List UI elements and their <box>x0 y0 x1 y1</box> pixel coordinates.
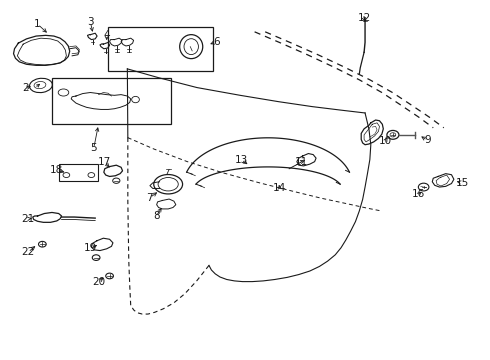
Text: 14: 14 <box>273 184 286 193</box>
Text: 21: 21 <box>22 214 35 224</box>
Text: 1: 1 <box>34 19 41 29</box>
Text: 19: 19 <box>84 243 97 253</box>
Text: 4: 4 <box>103 30 110 40</box>
Text: 8: 8 <box>153 211 159 221</box>
Text: 12: 12 <box>358 13 371 23</box>
Text: 9: 9 <box>424 135 431 145</box>
Text: 5: 5 <box>91 143 97 153</box>
Bar <box>108 27 213 71</box>
Text: 15: 15 <box>455 178 468 188</box>
Text: 16: 16 <box>412 189 425 199</box>
Text: 17: 17 <box>98 157 111 167</box>
Text: 22: 22 <box>22 247 35 257</box>
Text: 18: 18 <box>50 165 63 175</box>
Text: 20: 20 <box>92 276 105 287</box>
Text: 3: 3 <box>87 17 94 27</box>
Bar <box>52 78 171 124</box>
Text: 6: 6 <box>213 37 220 47</box>
Text: 10: 10 <box>379 136 392 146</box>
Bar <box>59 164 98 181</box>
Text: 7: 7 <box>147 193 153 203</box>
Text: 11: 11 <box>295 157 308 167</box>
Text: 13: 13 <box>235 154 248 165</box>
Text: 2: 2 <box>22 83 28 93</box>
